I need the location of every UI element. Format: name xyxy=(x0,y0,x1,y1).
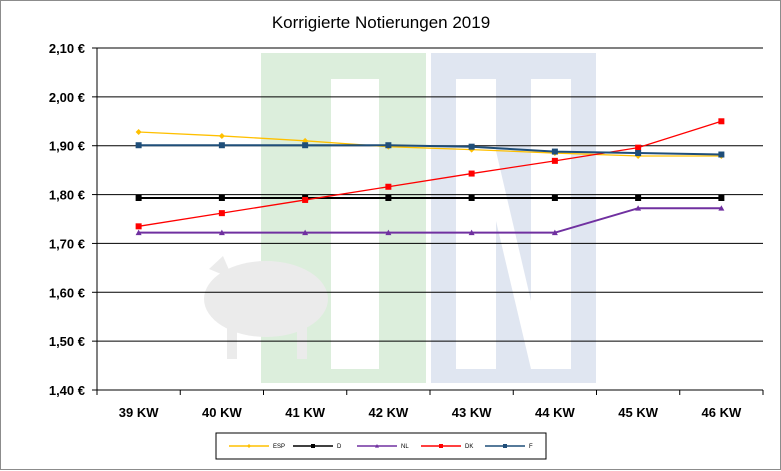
legend-marker-f xyxy=(503,444,507,448)
data-point-nl xyxy=(551,229,558,236)
series-d xyxy=(135,194,725,201)
data-point-nl xyxy=(135,229,142,236)
data-point-f xyxy=(718,151,725,158)
x-tick-label: 43 KW xyxy=(452,405,492,420)
data-point-f xyxy=(302,142,309,149)
data-point-nl xyxy=(385,229,392,236)
series-line-dk xyxy=(138,120,722,227)
data-point-d xyxy=(385,194,392,201)
legend-label-f: F xyxy=(529,444,533,450)
data-point-dk xyxy=(468,170,475,177)
y-tick-label: 1,60 € xyxy=(49,285,85,300)
series-line-nl xyxy=(138,207,722,234)
legend-label-d: D xyxy=(337,444,342,450)
data-point-dk xyxy=(551,157,558,164)
data-point-d xyxy=(218,194,225,201)
gridlines xyxy=(97,47,763,391)
data-point-nl xyxy=(718,205,725,211)
x-tick-label: 42 KW xyxy=(369,405,409,420)
y-tick-label: 1,80 € xyxy=(49,188,85,203)
x-tick-label: 44 KW xyxy=(535,405,575,420)
data-point-f xyxy=(551,148,558,155)
legend-marker-dk xyxy=(439,444,443,448)
data-point-dk xyxy=(718,118,725,125)
series-line-f xyxy=(138,144,722,156)
y-axis-ticks: 2,10 € 2,00 € 1,90 € 1,80 € 1,70 € 1,60 € 1,50… xyxy=(49,41,97,398)
data-point-dk xyxy=(218,210,225,217)
legend-item-dk: DK xyxy=(421,444,473,450)
legend-label-dk: DK xyxy=(465,444,473,450)
series-dk xyxy=(135,118,725,230)
legend-marker-esp xyxy=(247,444,251,448)
legend-label-nl: NL xyxy=(401,444,409,450)
data-point-nl xyxy=(302,229,309,236)
data-point-d xyxy=(635,194,642,201)
data-point-f xyxy=(135,142,142,149)
chart-title: Korrigierte Notierungen 2019 xyxy=(272,13,490,32)
y-tick-label: 1,70 € xyxy=(49,236,85,251)
data-point-d xyxy=(718,194,725,201)
y-tick-label: 2,00 € xyxy=(49,90,85,105)
data-point-dk xyxy=(302,196,309,203)
data-point-f xyxy=(635,150,642,157)
legend-item-f: F xyxy=(485,444,533,450)
data-point-nl xyxy=(218,229,225,236)
data-point-nl xyxy=(635,205,642,211)
data-point-nl xyxy=(468,229,475,236)
data-point-dk xyxy=(635,144,642,151)
data-point-f xyxy=(218,142,225,149)
series-f xyxy=(135,142,725,158)
x-tick-label: 45 KW xyxy=(618,405,658,420)
data-point-f xyxy=(385,142,392,149)
x-tick-label: 46 KW xyxy=(702,405,742,420)
series-nl xyxy=(135,205,725,236)
data-point-esp xyxy=(218,132,225,139)
x-tick-label: 41 KW xyxy=(285,405,325,420)
series-layer xyxy=(135,118,725,236)
series-line-esp xyxy=(138,131,722,157)
y-tick-label: 1,90 € xyxy=(49,139,85,154)
x-tick-label: 40 KW xyxy=(202,405,242,420)
data-point-dk xyxy=(385,183,392,190)
data-point-esp xyxy=(135,129,142,136)
y-tick-label: 2,10 € xyxy=(49,41,85,56)
legend-item-d: D xyxy=(293,444,342,450)
legend: ESP D NL DK F xyxy=(215,432,547,460)
data-point-d xyxy=(135,194,142,201)
y-tick-label: 1,50 € xyxy=(49,334,85,349)
legend-item-nl: NL xyxy=(357,444,409,450)
watermark-logo xyxy=(204,53,596,383)
legend-label-esp: ESP xyxy=(273,444,285,450)
x-tick-label: 39 KW xyxy=(119,405,159,420)
data-point-dk xyxy=(135,223,142,230)
y-tick-label: 1,40 € xyxy=(49,383,85,398)
data-point-d xyxy=(551,194,558,201)
data-point-d xyxy=(468,194,475,201)
legend-item-esp: ESP xyxy=(229,444,285,450)
legend-marker-d xyxy=(311,444,315,448)
x-axis-ticks: 39 KW 40 KW 41 KW 42 KW 43 KW 44 KW 45 KW 46 KW xyxy=(96,390,764,420)
legend-marker-nl xyxy=(375,444,379,448)
data-point-f xyxy=(468,143,475,150)
